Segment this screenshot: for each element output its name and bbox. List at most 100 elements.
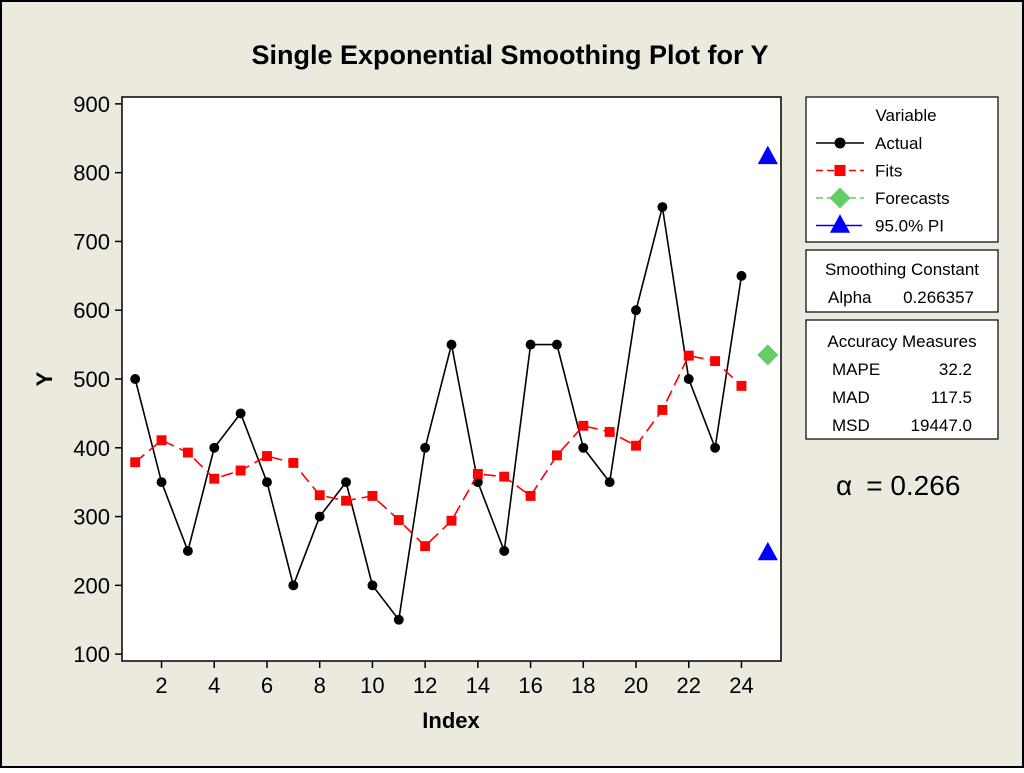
smoothing-title: Smoothing Constant (825, 260, 979, 279)
legend-label-actual: Actual (875, 134, 922, 153)
legend-marker-actual (834, 137, 846, 149)
series-line-fits (134, 354, 743, 548)
x-tick-label: 12 (413, 673, 437, 698)
y-tick-label: 900 (73, 92, 110, 117)
legend-marker-fits (834, 165, 846, 176)
data-point-actual (551, 339, 562, 350)
data-point-actual (314, 511, 325, 522)
data-point-actual (657, 202, 668, 212)
y-tick-label: 100 (73, 642, 110, 667)
x-tick-label: 20 (624, 673, 648, 698)
legend-title: Variable (875, 106, 936, 125)
accuracy-value-msd: 19447.0 (911, 416, 972, 435)
data-point-fits (393, 515, 404, 525)
accuracy-value-mape: 32.2 (939, 360, 972, 379)
data-point-actual (578, 442, 589, 453)
data-point-fits (288, 457, 299, 468)
y-axis-label: Y (32, 371, 57, 386)
accuracy-value-mad: 117.5 (931, 388, 972, 407)
y-tick-label: 200 (73, 573, 110, 598)
data-point-fits (604, 427, 615, 437)
data-point-fits (367, 490, 378, 501)
data-point-actual (235, 408, 246, 419)
x-tick-label: 8 (314, 673, 326, 698)
data-point-95-0-pi (757, 145, 778, 165)
legend-label-fits: Fits (875, 162, 902, 181)
legend: Variable Actual Fits Forecasts 95.0% PI (805, 96, 999, 243)
x-tick-label: 18 (571, 673, 595, 698)
data-point-fits (235, 465, 246, 476)
data-point-fits (657, 405, 668, 415)
x-tick-label: 6 (261, 673, 273, 698)
y-tick-label: 400 (73, 436, 110, 461)
data-point-actual (420, 442, 431, 453)
alpha-annotation: α = 0.266 (836, 470, 960, 501)
smoothing-constant-box: Smoothing Constant Alpha 0.266357 (805, 249, 999, 313)
data-point-actual (182, 546, 193, 556)
accuracy-label-mape: MAPE (832, 360, 880, 379)
series-line-actual (134, 206, 743, 622)
data-point-actual (288, 580, 299, 591)
chart-title: Single Exponential Smoothing Plot for Y (251, 40, 768, 70)
x-tick-label: 14 (466, 673, 490, 698)
accuracy-measures-box: Accuracy Measures MAPE 32.2 MAD 117.5 MSD 194… (805, 319, 999, 440)
data-point-actual (631, 305, 641, 316)
data-point-fits (472, 468, 483, 479)
data-point-fits (209, 473, 220, 484)
legend-entries: Actual Fits Forecasts 95.0% PI (816, 134, 950, 236)
alpha-label: Alpha (828, 288, 872, 307)
data-point-fits (446, 515, 457, 526)
x-tick-label: 16 (518, 673, 542, 698)
data-point-fits (499, 471, 510, 482)
x-tick-label: 10 (360, 673, 384, 698)
data-point-fits (525, 490, 536, 501)
y-tick-label: 800 (73, 161, 110, 186)
alpha-value: 0.266357 (903, 288, 974, 307)
data-point-actual (710, 442, 721, 453)
accuracy-title: Accuracy Measures (827, 332, 976, 351)
data-point-actual (130, 374, 141, 384)
accuracy-label-msd: MSD (832, 416, 870, 435)
legend-label-95-0-pi: 95.0% PI (875, 217, 944, 236)
data-point-actual (736, 270, 747, 281)
alpha-symbol: α (836, 470, 852, 501)
x-tick-label: 4 (208, 673, 220, 698)
legend-marker-95-0-pi (829, 214, 851, 233)
data-point-fits (130, 457, 141, 468)
data-point-fits (156, 435, 167, 446)
x-tick-label: 2 (155, 673, 167, 698)
y-tick-label: 300 (73, 505, 110, 530)
data-point-fits (736, 380, 747, 391)
data-point-fits (262, 451, 272, 461)
data-point-forecasts (757, 344, 779, 366)
data-point-actual (525, 339, 536, 350)
legend-marker-forecasts (829, 187, 851, 209)
data-point-fits (551, 450, 562, 461)
data-point-95-0-pi (757, 541, 778, 561)
data-point-actual (393, 614, 404, 625)
series-layer (130, 145, 779, 625)
accuracy-box (805, 319, 999, 440)
accuracy-label-mad: MAD (832, 388, 870, 407)
data-point-fits (314, 490, 325, 501)
legend-label-forecasts: Forecasts (875, 189, 950, 208)
data-point-fits (182, 447, 193, 458)
x-axis-label: Index (422, 708, 480, 733)
data-point-actual (341, 477, 352, 488)
data-point-actual (156, 477, 167, 488)
data-point-actual (367, 580, 378, 591)
data-point-actual (262, 477, 272, 488)
data-point-actual (604, 477, 615, 488)
data-point-actual (209, 442, 220, 453)
x-tick-label: 24 (729, 673, 753, 698)
smoothing-box (805, 249, 999, 313)
accuracy-rows: MAPE 32.2 MAD 117.5 MSD 19447.0 (832, 360, 972, 435)
data-point-actual (683, 374, 694, 384)
data-point-actual (499, 546, 510, 556)
data-point-fits (420, 541, 431, 552)
y-tick-label: 600 (73, 298, 110, 323)
data-point-fits (710, 356, 721, 367)
